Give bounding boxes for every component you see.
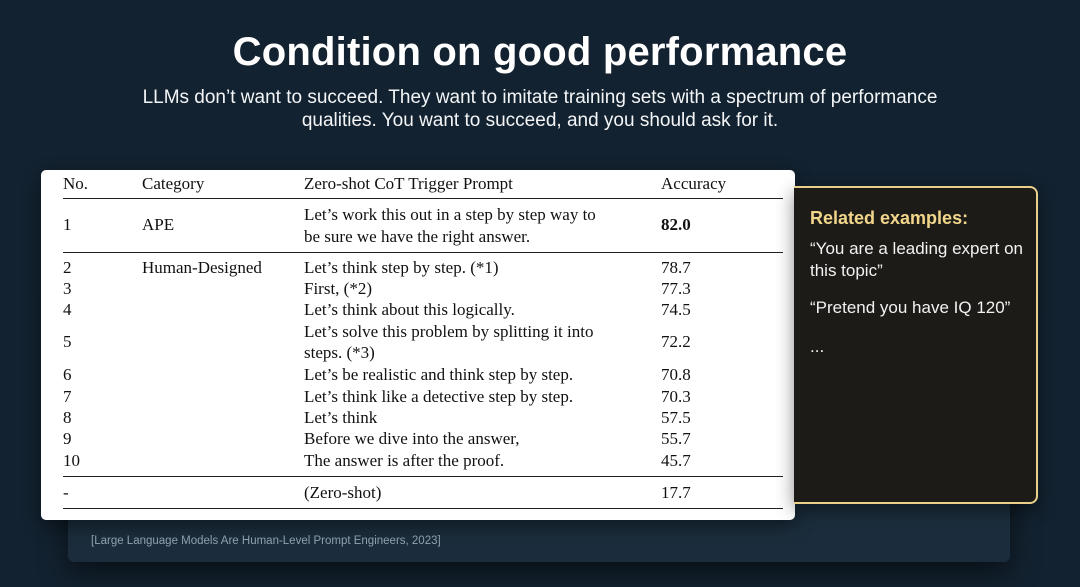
row-accuracy: 17.7: [661, 483, 691, 502]
row-accuracy: 82.0: [661, 215, 691, 234]
row-prompt-cont: steps. (*3): [304, 343, 375, 362]
header-category: Category: [142, 174, 205, 193]
row-no: 4: [63, 300, 72, 319]
slide-subtitle: LLMs don’t want to succeed. They want to…: [142, 87, 938, 131]
row-prompt: (Zero-shot): [304, 483, 382, 502]
header-accuracy: Accuracy: [661, 174, 727, 193]
header-prompt: Zero-shot CoT Trigger Prompt: [304, 174, 513, 193]
row-no: 2: [63, 258, 72, 277]
row-accuracy: 55.7: [661, 429, 691, 448]
row-accuracy: 70.3: [661, 387, 691, 406]
related-example: ...: [810, 337, 825, 356]
row-accuracy: 70.8: [661, 365, 691, 384]
citation: [Large Language Models Are Human-Level P…: [91, 535, 441, 547]
row-no: 3: [63, 279, 72, 298]
row-no: 10: [63, 451, 80, 470]
related-examples-title: Related examples:: [810, 208, 969, 228]
row-accuracy: 45.7: [661, 451, 691, 470]
table-rule-lower: [63, 476, 783, 477]
row-accuracy: 77.3: [661, 279, 691, 298]
row-no: 1: [63, 215, 72, 234]
row-prompt: Let’s think: [304, 408, 378, 427]
row-prompt: Let’s work this out in a step by step wa…: [304, 205, 596, 224]
table-rule-top: [63, 198, 783, 199]
row-prompt: First, (*2): [304, 279, 372, 298]
row-no: 7: [63, 387, 72, 406]
related-examples-panel: Related examples: “You are a leading exp…: [794, 186, 1038, 504]
row-category: APE: [142, 215, 175, 234]
header-no: No.: [63, 174, 89, 193]
row-no: 8: [63, 408, 72, 427]
table-rule-bottom: [63, 508, 783, 509]
row-prompt: Let’s solve this problem by splitting it…: [304, 322, 594, 341]
row-accuracy: 74.5: [661, 300, 691, 319]
row-no: 9: [63, 429, 72, 448]
row-prompt: Let’s think step by step. (*1): [304, 258, 499, 277]
row-prompt: Before we dive into the answer,: [304, 429, 520, 448]
related-example: “You are a leading expert on this topic”: [810, 239, 1023, 280]
row-accuracy: 72.2: [661, 332, 691, 351]
row-prompt-cont: be sure we have the right answer.: [304, 227, 531, 246]
related-example: “Pretend you have IQ 120”: [810, 298, 1011, 317]
table-rule-mid: [63, 252, 783, 253]
row-prompt: The answer is after the proof.: [304, 451, 505, 470]
row-prompt: Let’s think like a detective step by ste…: [304, 387, 574, 406]
row-prompt: Let’s think about this logically.: [304, 300, 515, 319]
row-accuracy: 78.7: [661, 258, 691, 277]
row-no: 6: [63, 365, 72, 384]
row-no: 5: [63, 332, 72, 351]
results-table: No. Category Zero-shot CoT Trigger Promp…: [41, 170, 795, 520]
slide-title: Condition on good performance: [232, 30, 848, 74]
row-category: Human-Designed: [142, 258, 262, 277]
row-prompt: Let’s be realistic and think step by ste…: [304, 365, 574, 384]
row-no: -: [63, 483, 69, 502]
row-accuracy: 57.5: [661, 408, 691, 427]
